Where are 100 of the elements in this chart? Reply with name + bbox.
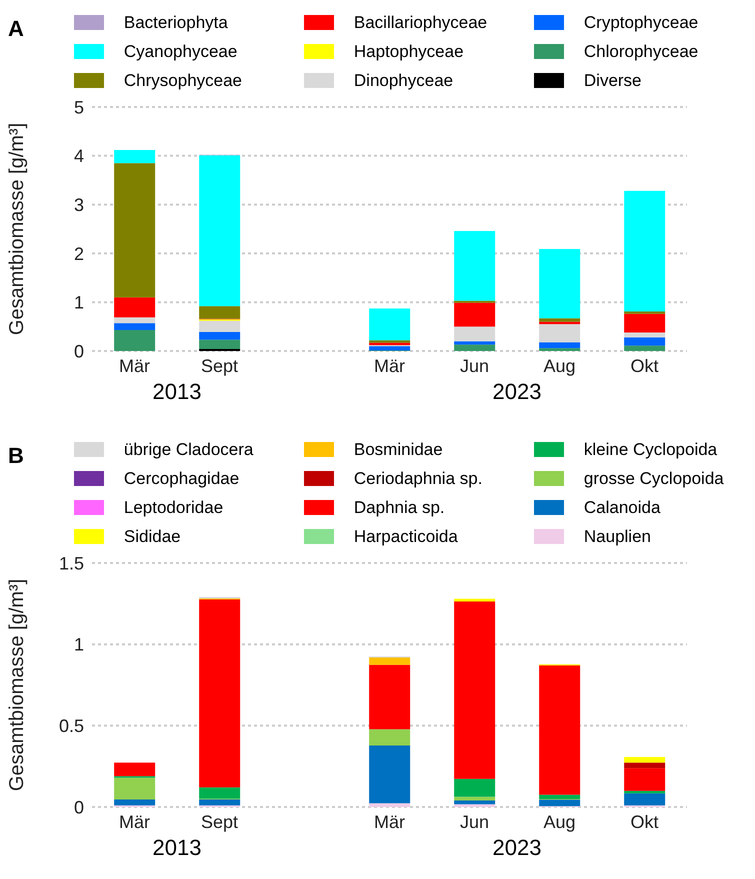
bar xyxy=(454,326,496,342)
bar xyxy=(199,320,240,332)
bar xyxy=(624,793,666,806)
bar xyxy=(369,308,410,340)
bar xyxy=(454,804,496,807)
y-tick-label: 5 xyxy=(74,97,84,118)
bar xyxy=(199,155,240,306)
bar xyxy=(624,337,666,346)
legend-label: Chrysophyceae xyxy=(124,70,242,90)
bar xyxy=(114,330,156,351)
legend-label: Cryptophyceae xyxy=(584,12,698,32)
legend-label: Bacteriophyta xyxy=(124,12,228,32)
x-tick-label: Okt xyxy=(630,356,659,376)
bar xyxy=(369,746,410,804)
bar xyxy=(539,342,580,348)
bar xyxy=(454,800,496,804)
legend-label: Calanoida xyxy=(584,498,660,518)
bar xyxy=(624,762,666,768)
legend-label: Bacillariophyceae xyxy=(354,12,488,32)
bar xyxy=(454,341,496,345)
y-tick-label: 0 xyxy=(74,797,84,818)
bar xyxy=(114,163,156,298)
y-tick-label: 3 xyxy=(74,194,84,215)
bar xyxy=(199,332,240,340)
bar xyxy=(624,757,666,763)
x-tick-label: Mär xyxy=(374,356,406,376)
legend-label: übrige Cladocera xyxy=(124,440,254,460)
bar xyxy=(539,800,580,806)
bar xyxy=(539,348,580,351)
y-tick-label: 0 xyxy=(74,341,84,362)
legend-label: Daphnia sp. xyxy=(354,498,445,518)
bar xyxy=(624,346,666,351)
legend-label: kleine Cyclopoida xyxy=(584,440,718,460)
text: 2013 xyxy=(152,379,202,405)
legend-label: Harpacticoida xyxy=(354,526,458,546)
legend-label: grosse Cyclopoida xyxy=(584,468,724,488)
bar xyxy=(539,665,580,795)
bar xyxy=(114,297,156,318)
bar xyxy=(114,800,156,806)
bar xyxy=(624,768,666,791)
bar xyxy=(369,729,410,746)
bar xyxy=(369,342,410,346)
x-tick-label: Aug xyxy=(543,812,576,832)
bar xyxy=(454,598,496,602)
y-tick-label: 1.5 xyxy=(58,553,84,574)
bar xyxy=(624,311,666,314)
legend-label: Leptodoridae xyxy=(124,498,224,518)
x-tick-label: Mär xyxy=(119,812,150,832)
x-tick-label: Mär xyxy=(374,812,406,832)
bar xyxy=(454,344,496,351)
bar xyxy=(454,302,496,327)
text: 2023 xyxy=(492,379,542,405)
x-tick-label: Jun xyxy=(460,812,490,832)
y-axis-title: Gesamtbiomasse [g/m³] xyxy=(6,578,28,792)
legend-label: Diverse xyxy=(584,70,642,90)
bar xyxy=(199,599,240,788)
bar xyxy=(199,787,240,799)
bar xyxy=(369,658,410,665)
text: 2013 xyxy=(152,835,202,861)
legend-label: Cercophagidae xyxy=(124,468,240,488)
bar xyxy=(199,306,240,319)
bar xyxy=(624,314,666,332)
bar xyxy=(454,230,496,301)
bar xyxy=(199,340,240,350)
bar xyxy=(369,803,410,807)
bar xyxy=(454,778,496,797)
bar xyxy=(114,762,156,776)
x-tick-label: Okt xyxy=(630,812,659,832)
y-axis-title: Gesamtbiomasse [g/m³] xyxy=(6,122,28,336)
y-tick-label: 4 xyxy=(74,146,84,166)
y-tick-label: 1 xyxy=(74,634,84,655)
bar xyxy=(114,317,156,324)
x-tick-label: Mär xyxy=(119,356,150,376)
legend-label: Ceriodaphnia sp. xyxy=(354,468,482,488)
bar xyxy=(454,602,496,779)
text: 2023 xyxy=(492,835,542,861)
bar xyxy=(369,346,410,351)
bar xyxy=(624,332,666,338)
bar xyxy=(454,796,496,800)
chart-title: A xyxy=(8,15,24,43)
y-tick-label: 2 xyxy=(74,244,84,264)
bar xyxy=(369,664,410,730)
y-tick-label: 0.5 xyxy=(58,716,84,736)
legend-label: Nauplien xyxy=(584,526,651,546)
legend-label: Bosminidae xyxy=(354,440,443,460)
y-tick-label: 1 xyxy=(74,292,84,313)
bar xyxy=(624,790,666,794)
bar xyxy=(539,249,580,318)
x-tick-label: Aug xyxy=(543,356,576,376)
bar xyxy=(114,150,156,164)
legend-label: Cyanophyceae xyxy=(124,42,238,62)
legend-label: Dinophyceae xyxy=(354,70,454,90)
bar xyxy=(539,324,580,342)
bar xyxy=(624,190,666,312)
bar xyxy=(539,322,580,324)
bar xyxy=(199,800,240,806)
legend-label: Chlorophyceae xyxy=(584,42,698,62)
bar xyxy=(539,794,580,800)
legend-label: Haptophyceae xyxy=(354,42,464,62)
bar xyxy=(114,778,156,800)
